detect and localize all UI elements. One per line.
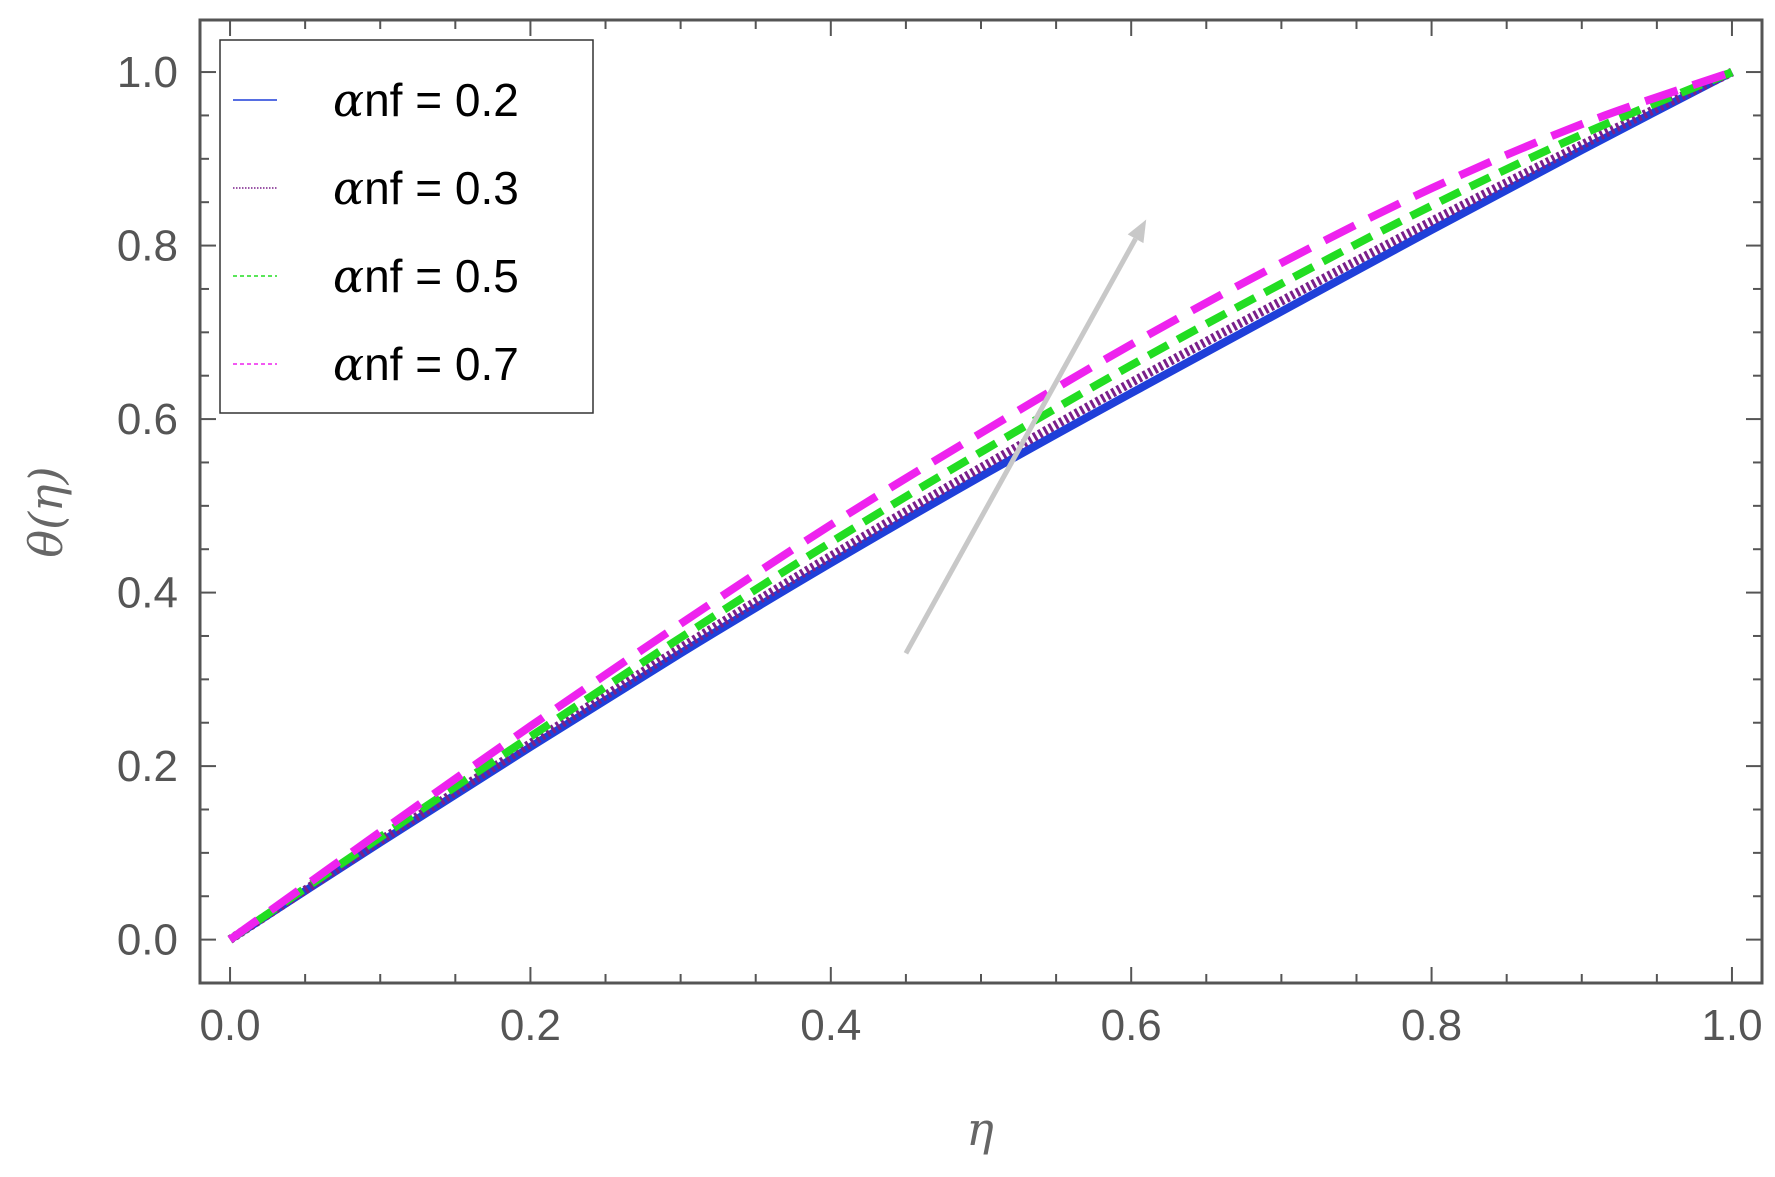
series-line-3 — [227, 68, 1734, 943]
legend-label-3: αnf = 0.5 — [333, 249, 519, 303]
y-tick-label: 0.8 — [117, 222, 178, 271]
arrow-layer — [903, 219, 1147, 655]
legend-greek-4: α — [333, 337, 364, 391]
series-line-2 — [227, 68, 1734, 944]
legend-suffix-2: nf = 0.3 — [364, 162, 519, 214]
x-tick-label: 0.8 — [1401, 1001, 1462, 1050]
legend-box — [219, 39, 594, 414]
trend-arrow-shaft — [903, 237, 1138, 655]
series-line-4 — [227, 68, 1734, 943]
legend-suffix-1: nf = 0.2 — [364, 74, 519, 126]
x-axis-label: η — [966, 1102, 994, 1156]
axis-ticks — [200, 20, 1762, 983]
x-tick-label: 0.6 — [1101, 1001, 1162, 1050]
y-tick-label: 0.6 — [117, 395, 178, 444]
legend-suffix-3: nf = 0.5 — [364, 250, 519, 302]
legend-label-1: αnf = 0.2 — [333, 73, 519, 127]
x-tick-label: 1.0 — [1701, 1001, 1762, 1050]
legend-greek-1: α — [333, 73, 364, 127]
legend-greek-2: α — [333, 161, 364, 215]
legend-label-2: αnf = 0.3 — [333, 161, 519, 215]
y-axis-label: θ(η) — [19, 466, 73, 557]
y-tick-label: 0.0 — [117, 916, 178, 965]
y-tick-label: 0.2 — [117, 742, 178, 791]
plot-lines — [227, 68, 1734, 944]
legend-suffix-4: nf = 0.7 — [364, 338, 519, 390]
x-tick-label: 0.2 — [500, 1001, 561, 1050]
tick-labels: 0.0 0.0 0.2 0.2 0.4 0.4 0.6 0.6 0.8 0.8 1.0 1.0 — [117, 48, 1763, 1050]
y-tick-label: 1.0 — [117, 48, 178, 97]
x-tick-label: 0.4 — [800, 1001, 861, 1050]
y-tick-label: 0.4 — [117, 569, 178, 618]
legend-greek-3: α — [333, 249, 364, 303]
legend-label-4: αnf = 0.7 — [333, 337, 519, 391]
trend-arrow-head — [1127, 219, 1147, 244]
x-tick-label: 0.0 — [199, 1001, 260, 1050]
